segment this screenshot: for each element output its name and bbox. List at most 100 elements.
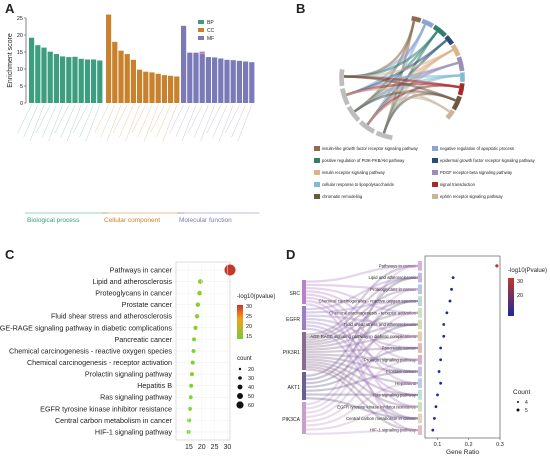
chord-legend-swatch [314, 170, 320, 175]
term-label-stroke [188, 104, 203, 134]
sankey-flow [305, 299, 419, 381]
sankey-flow [305, 324, 419, 397]
size-legend-dot [517, 401, 519, 403]
term-label-stroke [79, 104, 94, 138]
term-label-stroke [29, 104, 45, 142]
chord-legend-label: insulin-like growth factor receptor sign… [322, 146, 419, 151]
gene-label: EGFR [286, 317, 300, 323]
bar-cc [168, 75, 174, 103]
bar-bp [84, 59, 90, 103]
chord-legend-label: negative regulation of apoptotic process [440, 146, 514, 151]
pathway-node [418, 284, 422, 295]
term-label-stroke [85, 104, 100, 142]
term-label-stroke [194, 104, 209, 138]
sankey-flow [305, 358, 419, 385]
term-label-stroke [23, 104, 38, 138]
pathway-node [418, 354, 422, 365]
sankey-flow [305, 365, 419, 420]
pathway-arc [410, 15, 422, 24]
sankey-flow [305, 264, 419, 336]
term-label-stroke [67, 104, 82, 142]
category-label: Prolactin signaling pathway [85, 370, 173, 379]
y-tick-label: 25 [17, 16, 23, 22]
x-tick-label: 20 [198, 444, 206, 451]
sankey-flow [305, 299, 419, 314]
sankey-flow [305, 429, 419, 435]
bar-bp [78, 58, 84, 103]
group-label: Cellular component [104, 217, 160, 224]
pathway-label: HIF-1 signaling pathway [370, 428, 417, 433]
sankey-flow [305, 327, 419, 420]
sankey-flow [305, 323, 419, 385]
pathway-node [418, 390, 422, 400]
bubble-point [186, 430, 191, 434]
legend-label: CC [207, 28, 215, 34]
gene-node [302, 402, 306, 434]
panel-b-chord-diagram: insulin-like growth factor receptor sign… [314, 15, 536, 199]
sankey-flow [305, 405, 419, 431]
pathway-label: Lipid and atherosclerosis [368, 275, 416, 280]
color-legend-value: 20 [246, 324, 252, 330]
term-label-stroke [60, 104, 76, 138]
dot-point [431, 428, 435, 432]
bar-bp [66, 57, 72, 103]
size-legend-dot [236, 401, 244, 409]
bubble-point [195, 302, 201, 307]
chord-legend-label: PDGF receptor-beta signaling pathway [440, 170, 513, 175]
term-label-stroke [225, 104, 240, 134]
colorbar-tick: 20 [517, 293, 523, 299]
sankey-flow [305, 276, 419, 377]
size-legend-value: 20 [248, 367, 254, 373]
sankey-flow [305, 283, 419, 291]
sankey-flow [305, 264, 419, 406]
colorbar [508, 278, 514, 316]
chord-legend-label: ephrin receptor signaling pathway [440, 194, 504, 199]
bar-mf [181, 25, 187, 103]
pathway-label: Chemical carcinogenesis - reactive oxyge… [319, 299, 416, 304]
pathway-node [418, 366, 422, 377]
term-label-stroke [119, 104, 134, 138]
pathway-node [418, 331, 422, 342]
term-label-stroke [100, 104, 115, 138]
panel-label-a: A [5, 1, 15, 16]
sankey-flow [305, 317, 419, 350]
bar-cc [118, 50, 124, 103]
bar-mf [218, 58, 224, 103]
bubble-point [224, 264, 236, 276]
dot-point [439, 381, 443, 385]
dot-point [442, 323, 446, 326]
term-label-stroke [42, 104, 57, 138]
bar-cc [130, 59, 136, 103]
colorbar-title: -log10(Pvalue) [508, 268, 547, 274]
sankey-flow [305, 353, 419, 361]
pathway-arc [444, 34, 455, 46]
pathway-node [418, 319, 422, 330]
chord-legend-label: epidermal growth factor receptor signali… [440, 158, 536, 163]
dot-point [436, 393, 439, 397]
size-legend-dot [516, 408, 520, 412]
size-legend-title: Count [513, 389, 531, 396]
bubble-point [187, 418, 192, 423]
bar-bp [53, 54, 59, 103]
sankey-flow [305, 368, 419, 432]
dot-plot-frame [424, 255, 501, 439]
pathway-label: Hepatitis B [395, 381, 416, 386]
pathway-arc [432, 24, 448, 38]
bar-cc [174, 76, 180, 103]
pathway-label: Chemical carcinogenesis - receptor activ… [329, 310, 416, 315]
panel-a-bar-chart: 0 5 10 15 20 25 Enrichment score Biological pro… [7, 14, 260, 224]
term-label-stroke [169, 104, 184, 134]
pathway-label: Prolactin signaling pathway [364, 357, 417, 362]
category-label: Chemical carcinogenesis - reactive oxyge… [9, 346, 172, 355]
size-legend-dot [237, 393, 243, 399]
bar-mf [236, 60, 242, 103]
sankey-flow [305, 296, 419, 385]
x-tick-label: 0.2 [465, 442, 473, 448]
sankey-flow [305, 346, 419, 354]
size-legend-dot [238, 376, 242, 380]
gene-node [302, 306, 306, 330]
sankey-flow [305, 321, 419, 373]
chord-legend-swatch [432, 194, 438, 199]
term-label-stroke [137, 104, 153, 138]
color-legend-value: 30 [246, 304, 252, 310]
